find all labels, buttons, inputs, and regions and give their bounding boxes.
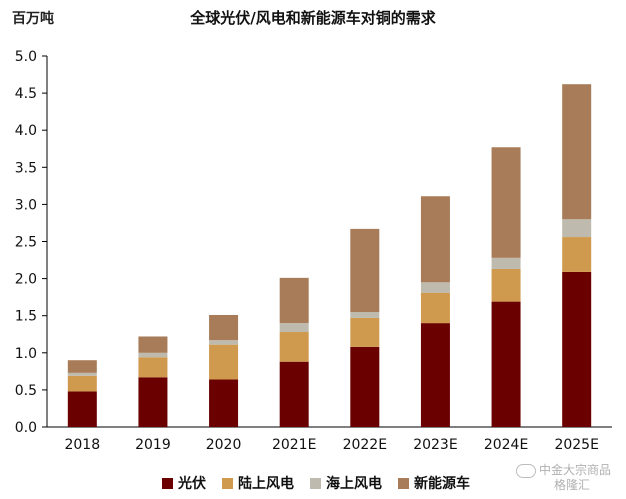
bar-segment (209, 344, 239, 380)
legend-swatch (310, 477, 321, 489)
bar-segment (562, 84, 592, 220)
y-tick-label: 0.5 (15, 383, 37, 399)
bar-segment (491, 268, 521, 302)
bar-segment (420, 292, 450, 324)
bar-segment (209, 314, 239, 341)
watermark-line-1: 中金大宗商品 (539, 463, 612, 477)
bar-segment (420, 282, 450, 293)
bar-segment (562, 271, 592, 427)
legend-label: 光伏 (178, 476, 206, 492)
x-tick-label: 2024E (484, 437, 528, 453)
bar-segment (138, 377, 168, 427)
bar-segment (562, 219, 592, 238)
bar-segment (350, 317, 380, 347)
watermark: 中金大宗商品 格隆汇 (516, 463, 611, 492)
bar-segment (279, 277, 309, 324)
y-tick-label: 1.0 (15, 346, 37, 362)
bar-segment (138, 336, 168, 353)
x-tick-label: 2023E (413, 437, 457, 453)
bar-segment (562, 237, 592, 272)
legend-swatch (222, 477, 233, 489)
y-tick-label: 3.0 (15, 197, 37, 213)
legend-label: 新能源车 (414, 476, 470, 492)
y-tick-label: 4.5 (15, 86, 37, 102)
bar-segment (350, 311, 380, 318)
bar-segment (67, 372, 97, 376)
y-tick-label: 1.5 (15, 309, 37, 325)
y-tick-label: 0.0 (15, 420, 37, 436)
chart-legend: 光伏 陆上风电 海上风电 新能源车 (162, 473, 486, 493)
bar-segment (279, 323, 309, 333)
bar-segment (491, 257, 521, 269)
x-tick-label: 2020 (206, 437, 242, 453)
y-axis-unit-label: 百万吨 (12, 11, 54, 27)
bar-segment (67, 391, 97, 427)
legend-label: 海上风电 (326, 476, 382, 492)
wechat-icon (516, 463, 536, 478)
y-tick-label: 3.5 (15, 160, 37, 176)
y-tick-label: 2.5 (15, 235, 37, 251)
x-tick-label: 2025E (554, 437, 598, 453)
chart-title: 全球光伏/风电和新能源车对铜的需求 (190, 9, 436, 27)
legend-item: 新能源车 (398, 473, 470, 493)
bar-segment (138, 357, 168, 378)
bar-segment (420, 323, 450, 427)
x-tick-label: 2021E (272, 437, 316, 453)
bar-segment (279, 332, 309, 362)
legend-swatch (398, 477, 409, 489)
x-tick-label: 2018 (64, 437, 100, 453)
legend-label: 陆上风电 (238, 476, 294, 492)
bar-segment (67, 360, 97, 373)
legend-swatch (162, 477, 173, 489)
y-tick-label: 5.0 (15, 49, 37, 65)
bar-segment (67, 375, 97, 392)
y-tick-label: 4.0 (15, 123, 37, 139)
x-tick-label: 2022E (343, 437, 387, 453)
x-tick-label: 2019 (135, 437, 171, 453)
bar-segment (491, 147, 521, 258)
bar-segment (420, 196, 450, 283)
bar-segment (209, 340, 239, 345)
bar-segment (279, 361, 309, 427)
bar-segment (350, 228, 380, 312)
bar-segment (138, 352, 168, 358)
watermark-line-2: 格隆汇 (554, 477, 591, 492)
bar-segment (491, 301, 521, 427)
y-tick-label: 2.0 (15, 272, 37, 288)
legend-item: 光伏 (162, 473, 206, 493)
legend-item: 海上风电 (310, 473, 382, 493)
bar-segment (350, 346, 380, 427)
legend-item: 陆上风电 (222, 473, 294, 493)
bar-segment (209, 379, 239, 427)
